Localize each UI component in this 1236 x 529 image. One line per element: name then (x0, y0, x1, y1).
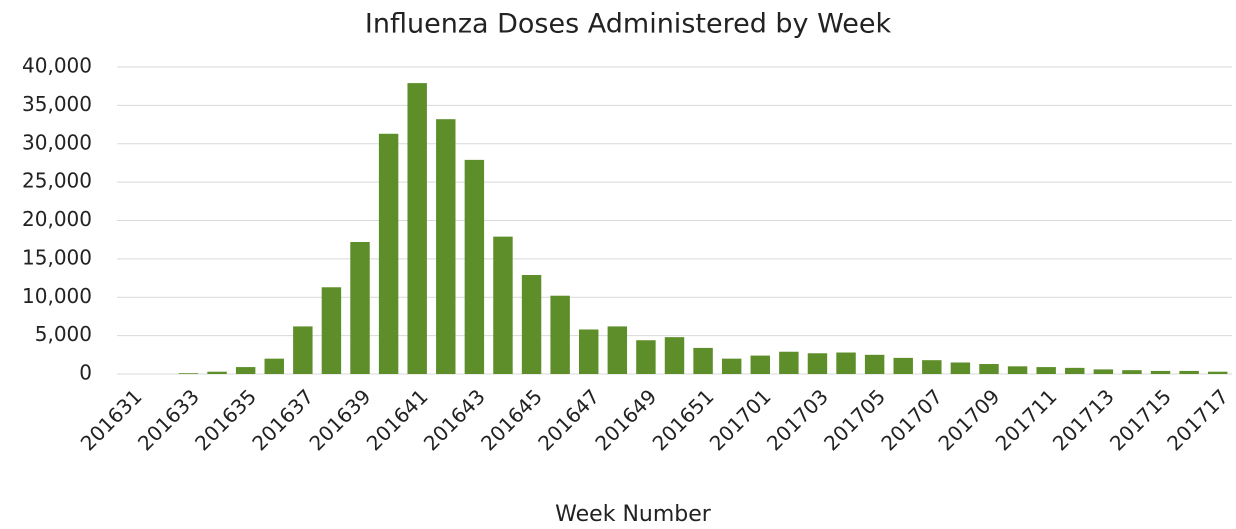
bar (693, 347, 713, 374)
y-tick-label: 40,000 (22, 54, 92, 78)
x-tick-label: 201633 (133, 384, 204, 455)
x-tick-label: 201709 (933, 384, 1004, 455)
x-tick-label: 201643 (419, 384, 490, 455)
bar (1122, 370, 1142, 374)
y-tick-label: 5,000 (35, 322, 92, 346)
bar (1093, 369, 1114, 374)
x-tick-label: 201717 (1162, 384, 1233, 455)
bar (1150, 370, 1171, 374)
y-tick-label: 20,000 (22, 207, 92, 231)
x-tick-label: 201631 (76, 384, 147, 455)
bar (664, 337, 685, 374)
bar (579, 329, 599, 374)
x-axis-title: Week Number (555, 502, 712, 527)
x-tick-label: 201711 (991, 384, 1062, 455)
x-tick-label: 201705 (819, 384, 890, 455)
bar (207, 371, 227, 374)
y-tick-label: 0 (79, 361, 92, 385)
bar (1065, 367, 1085, 374)
bar (350, 241, 370, 374)
x-tick-label: 201635 (190, 384, 261, 455)
y-tick-label: 35,000 (22, 92, 92, 116)
x-tick-label: 201651 (648, 384, 719, 455)
bar (1036, 367, 1056, 374)
x-tick-label: 201713 (1048, 384, 1119, 455)
x-tick-label: 201703 (762, 384, 833, 455)
bar (1007, 366, 1028, 374)
y-tick-label: 15,000 (22, 245, 92, 269)
bar (464, 159, 485, 374)
bar (493, 236, 513, 374)
x-tick-label: 201641 (362, 384, 433, 455)
bar (407, 83, 427, 375)
bar (922, 360, 942, 374)
bar (521, 274, 542, 374)
bar (950, 362, 971, 374)
bar (807, 353, 828, 374)
y-tick-label: 25,000 (22, 169, 92, 193)
bar (607, 326, 628, 374)
x-tick-label: 201701 (705, 384, 776, 455)
bar (979, 364, 999, 374)
x-tick-label: 201637 (247, 384, 318, 455)
x-tick-label: 201645 (476, 384, 547, 455)
bar (264, 358, 284, 374)
bar (750, 355, 770, 374)
bar (436, 119, 456, 374)
bar (1207, 371, 1228, 374)
bar (321, 287, 342, 374)
bar (836, 352, 856, 374)
bar (636, 340, 656, 374)
bar (893, 357, 913, 374)
bar (550, 295, 570, 374)
x-tick-label: 201649 (590, 384, 661, 455)
bar (864, 354, 885, 374)
bar (378, 133, 399, 374)
bar (293, 326, 313, 374)
bar (178, 373, 199, 374)
x-tick-label: 201639 (304, 384, 375, 455)
x-tick-label: 201715 (1105, 384, 1176, 455)
bar (235, 367, 256, 374)
y-tick-label: 10,000 (22, 284, 92, 308)
chart-title: Influenza Doses Administered by Week (365, 9, 892, 40)
x-tick-label: 201647 (533, 384, 604, 455)
bar (1179, 370, 1199, 374)
bar (779, 351, 799, 374)
bar (721, 358, 742, 374)
x-tick-label: 201707 (876, 384, 947, 455)
y-tick-label: 30,000 (22, 130, 92, 154)
